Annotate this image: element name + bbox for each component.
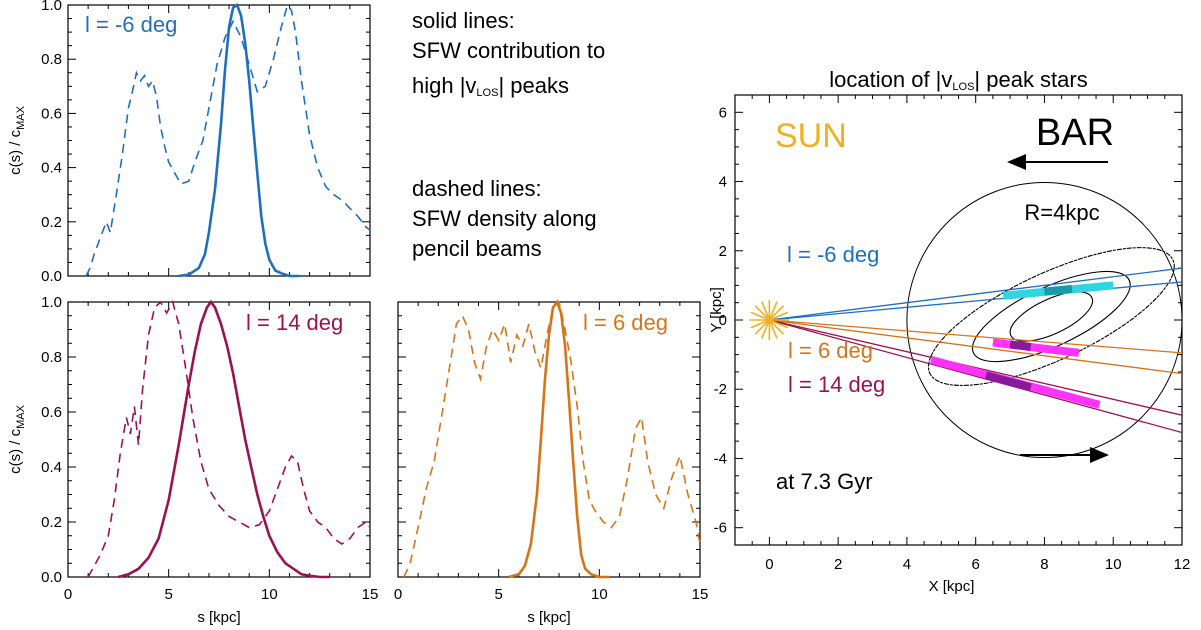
annotation-block: solid lines: SFW contribution to high |v… <box>412 8 605 261</box>
sun-icon <box>750 311 789 329</box>
series-dashed-line <box>85 3 371 277</box>
x-tick-label: 4 <box>903 556 911 573</box>
y-axis-label: c(s) / cMAX <box>7 404 27 474</box>
peak-star-core <box>1044 284 1073 296</box>
panel-label: l = -6 deg <box>85 12 177 37</box>
y-tick-label: -4 <box>714 450 727 467</box>
beam-line <box>769 319 1182 354</box>
beam-label: l = 6 deg <box>788 338 873 363</box>
y-axis-label: Y [kpc] <box>708 287 725 333</box>
dashed-lines-desc: SFW density along <box>412 206 597 231</box>
x-tick-label: 15 <box>692 586 709 603</box>
beam-line <box>769 319 1182 375</box>
chart-title: location of |vLOS| peak stars <box>829 67 1087 93</box>
series-solid-line <box>508 299 610 579</box>
time-label: at 7.3 Gyr <box>776 469 873 494</box>
beam-line <box>769 267 1182 321</box>
solid-lines-desc: SFW contribution to <box>412 38 605 63</box>
x-axis-label: s [kpc] <box>197 609 240 626</box>
bar-label: BAR <box>1036 112 1114 154</box>
x-tick-label: 0 <box>64 586 72 603</box>
y-tick-label: 0.4 <box>41 459 62 476</box>
y-tick-label: 0.6 <box>41 404 62 421</box>
y-tick-label: -6 <box>714 520 727 537</box>
density-contour <box>971 270 1131 363</box>
peak-star-core <box>984 371 1032 392</box>
dashed-lines-title: dashed lines: <box>412 176 542 201</box>
radius-circle <box>906 182 1182 458</box>
x-tick-label: 5 <box>164 586 172 603</box>
panel-label: l = 6 deg <box>583 310 668 335</box>
plot-frame <box>67 301 371 578</box>
y-tick-label: 0 <box>719 312 727 329</box>
x-tick-label: 5 <box>494 586 502 603</box>
x-axis-label: X [kpc] <box>929 578 975 595</box>
y-tick-label: 0.8 <box>41 51 62 68</box>
series-dashed-line <box>87 299 371 578</box>
x-tick-label: 8 <box>1040 556 1048 573</box>
x-tick-label: 0 <box>394 586 402 603</box>
solid-lines-title: solid lines: <box>412 8 515 33</box>
x-tick-label: 2 <box>834 556 842 573</box>
panel-l-6: 0 5 10 15 s [kpc] l = 6 deg <box>394 299 709 626</box>
y-tick-label: 0.2 <box>41 214 62 231</box>
y-tick-label: -2 <box>714 381 727 398</box>
y-tick-label: 0.4 <box>41 160 62 177</box>
y-tick-label: 1.0 <box>41 294 62 311</box>
x-tick-label: 15 <box>362 586 379 603</box>
dashed-lines-desc-2: pencil beams <box>412 236 542 261</box>
panel-label: l = 14 deg <box>246 310 343 335</box>
arrow-top-head <box>1007 154 1026 170</box>
y-tick-label: 0.0 <box>41 268 62 285</box>
y-tick-label: 0.6 <box>41 105 62 122</box>
beam-label: l = -6 deg <box>787 242 879 267</box>
density-contour <box>927 247 1175 387</box>
peak-star-core <box>1009 340 1032 351</box>
x-tick-label: 10 <box>261 586 278 603</box>
y-tick-label: 2 <box>719 243 727 260</box>
y-tick-label: 4 <box>719 174 727 191</box>
y-tick-label: 6 <box>719 104 727 121</box>
panel-location: 0 2 4 6 8 10 12 -6 -4 -2 0 2 4 6 X [kpc] Y [kpc] locatio… <box>708 67 1191 595</box>
x-tick-label: 6 <box>972 556 980 573</box>
beam-line <box>769 319 1182 434</box>
series-solid-line <box>178 2 300 278</box>
x-tick-label: 10 <box>1105 556 1122 573</box>
series-dashed-line <box>403 300 701 578</box>
x-axis-label: s [kpc] <box>527 609 570 626</box>
series-solid-line <box>117 299 330 579</box>
x-tick-label: 12 <box>1174 556 1191 573</box>
beam-line <box>769 281 1182 321</box>
y-axis-label: c(s) / cMAX <box>7 105 27 175</box>
y-tick-label: 1.0 <box>41 0 62 14</box>
y-tick-label: 0.2 <box>41 514 62 531</box>
y-tick-label: 0.8 <box>41 349 62 366</box>
x-tick-label: 0 <box>765 556 773 573</box>
y-tick-label: 0.0 <box>41 569 62 586</box>
solid-lines-desc-2: high |vLOS| peaks <box>412 73 569 99</box>
x-tick-label: 10 <box>591 586 608 603</box>
sun-label: SUN <box>775 117 847 155</box>
panel-l-minus6: 0.0 0.2 0.4 0.6 0.8 1.0 c(s) / cMAX l = -6 deg <box>7 0 371 285</box>
beam-label: l = 14 deg <box>788 372 885 397</box>
bar-rotation-arrows <box>1007 154 1109 463</box>
arrow-bottom-head <box>1090 447 1109 463</box>
plot-area <box>769 182 1182 458</box>
beam-line <box>769 319 1182 416</box>
panel-l-14: 0.0 0.2 0.4 0.6 0.8 1.0 c(s) / cMAX 0 5 10 15 s [kp… <box>7 294 378 626</box>
peak-star-segment <box>992 338 1080 357</box>
density-contour <box>1009 291 1094 342</box>
radius-label: R=4kpc <box>1024 200 1099 225</box>
